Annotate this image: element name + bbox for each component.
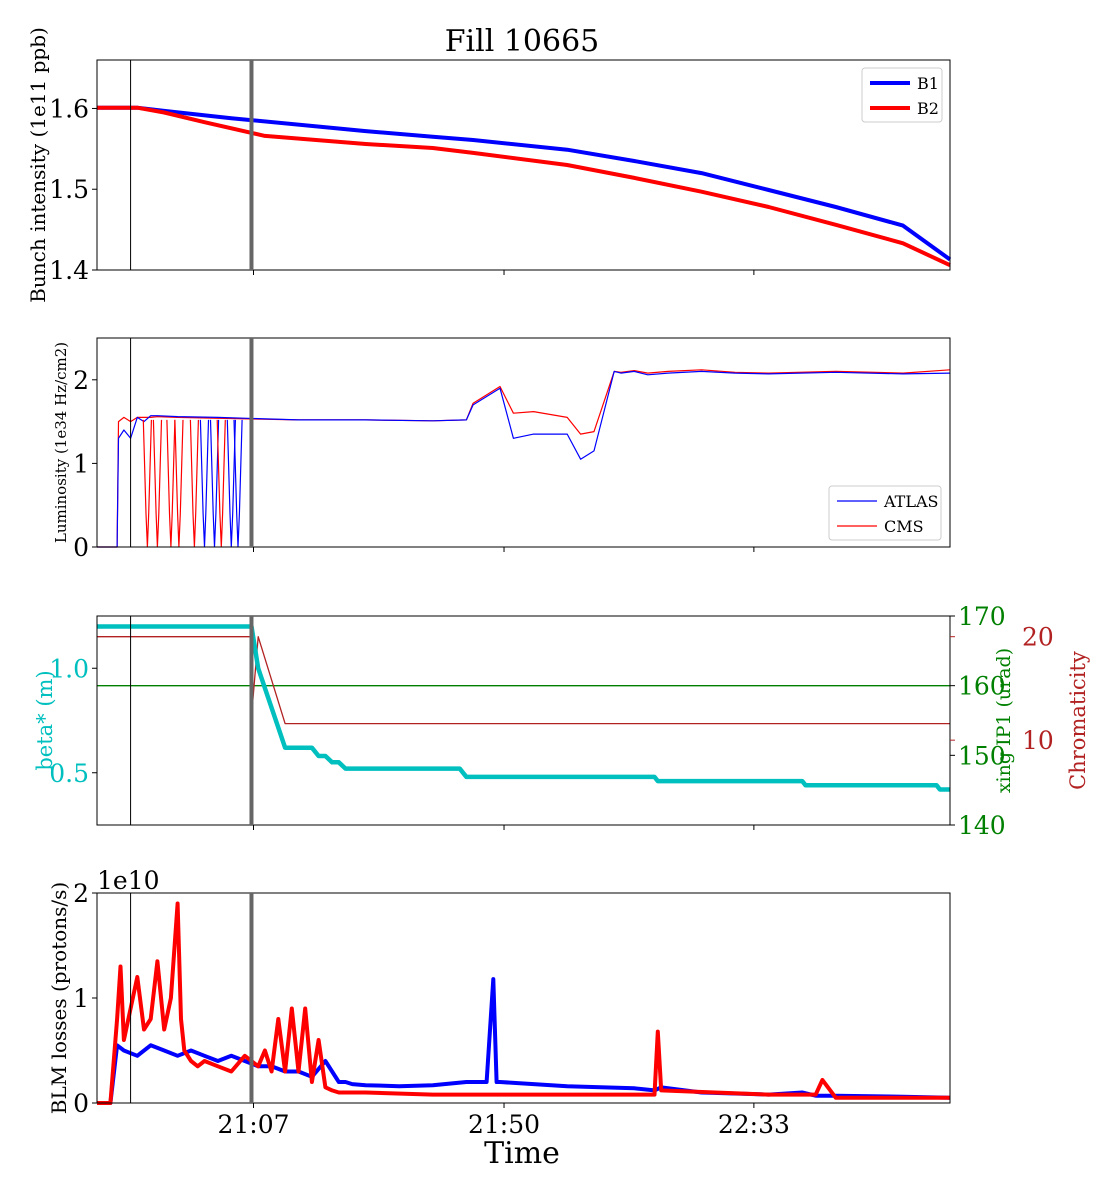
beta-y-label: beta* (m) bbox=[33, 670, 57, 770]
intensity-y-label: Bunch intensity (1e11 ppb) bbox=[26, 27, 50, 303]
optics-y-tick-label-0: 0.5 bbox=[49, 759, 89, 788]
x-axis-label: Time bbox=[484, 1136, 560, 1171]
chromaticity-y-label: Chromaticity bbox=[1066, 651, 1090, 790]
intensity-legend-label-1: B2 bbox=[917, 99, 939, 118]
luminosity-dip-5 bbox=[199, 419, 210, 548]
optics-yr-tick-label-3: 170 bbox=[958, 602, 1006, 631]
series-b1-line bbox=[97, 105, 952, 262]
optics-y-tick-label-1: 1.0 bbox=[49, 654, 89, 683]
blm-y-tick-label-2: 2 bbox=[73, 879, 89, 908]
intensity-legend-label-0: B1 bbox=[917, 74, 939, 93]
series-beta-line bbox=[97, 624, 950, 792]
series-b2-line bbox=[97, 105, 951, 268]
luminosity-dip-3 bbox=[174, 419, 184, 548]
luminosity-y-tick-label-2: 2 bbox=[73, 366, 89, 395]
luminosity-y-tick-label-1: 1 bbox=[73, 449, 89, 478]
optics-yr-tick-label-0: 140 bbox=[958, 811, 1006, 840]
intensity-y-tick-label-0: 1.4 bbox=[49, 256, 89, 285]
blm-offset-text: 1e10 bbox=[97, 866, 160, 895]
blm-panel: 0 1 2 1e10 BLM losses (protons/s) 21:07 21:50 2… bbox=[47, 866, 951, 1139]
luminosity-axes-frame bbox=[96, 337, 951, 548]
optics-yr2-tick-label-1: 20 bbox=[1022, 623, 1054, 652]
x-tick-label-2: 22:33 bbox=[718, 1110, 790, 1139]
luminosity-legend-label-0: ATLAS bbox=[883, 492, 939, 511]
luminosity-y-tick-label-0: 0 bbox=[73, 533, 89, 562]
luminosity-dip-4 bbox=[189, 419, 199, 548]
blm-axes-frame bbox=[96, 892, 951, 1104]
optics-panel: 0.5 1.0 140 150 160 170 10 20 beta* (m) xing IP1 … bbox=[33, 602, 1090, 840]
figure-title: Fill 10665 bbox=[445, 24, 600, 59]
optics-yr2-tick-label-0: 10 bbox=[1022, 726, 1054, 755]
luminosity-dip-1 bbox=[152, 419, 163, 548]
series-cms-line bbox=[97, 369, 951, 548]
xing-y-label: xing IP1 (urad) bbox=[993, 648, 1015, 793]
x-tick-label-0: 21:07 bbox=[217, 1110, 289, 1139]
blm-y-tick-label-1: 1 bbox=[73, 984, 89, 1013]
luminosity-dip-2 bbox=[166, 419, 176, 548]
optics-yr-tick-label-2: 160 bbox=[958, 672, 1006, 701]
series-chromaticity-line bbox=[97, 636, 950, 725]
intensity-y-tick-label-2: 1.6 bbox=[49, 94, 89, 123]
luminosity-y-label: Luminosity (1e34 Hz/cm2) bbox=[52, 342, 70, 543]
luminosity-dips bbox=[142, 419, 243, 548]
series-blm-b2-line bbox=[97, 901, 950, 1105]
blm-y-label: BLM losses (protons/s) bbox=[47, 882, 71, 1114]
series-atlas-line bbox=[97, 370, 951, 548]
luminosity-dip-0 bbox=[142, 419, 152, 548]
intensity-axes-frame bbox=[96, 59, 951, 271]
intensity-y-tick-label-1: 1.5 bbox=[49, 175, 89, 204]
x-tick-label-1: 21:50 bbox=[468, 1110, 540, 1139]
optics-axes-frame bbox=[96, 615, 951, 826]
luminosity-legend-label-1: CMS bbox=[884, 517, 924, 536]
optics-yr-tick-label-1: 150 bbox=[958, 741, 1006, 770]
blm-y-tick-label-0: 0 bbox=[73, 1089, 89, 1118]
